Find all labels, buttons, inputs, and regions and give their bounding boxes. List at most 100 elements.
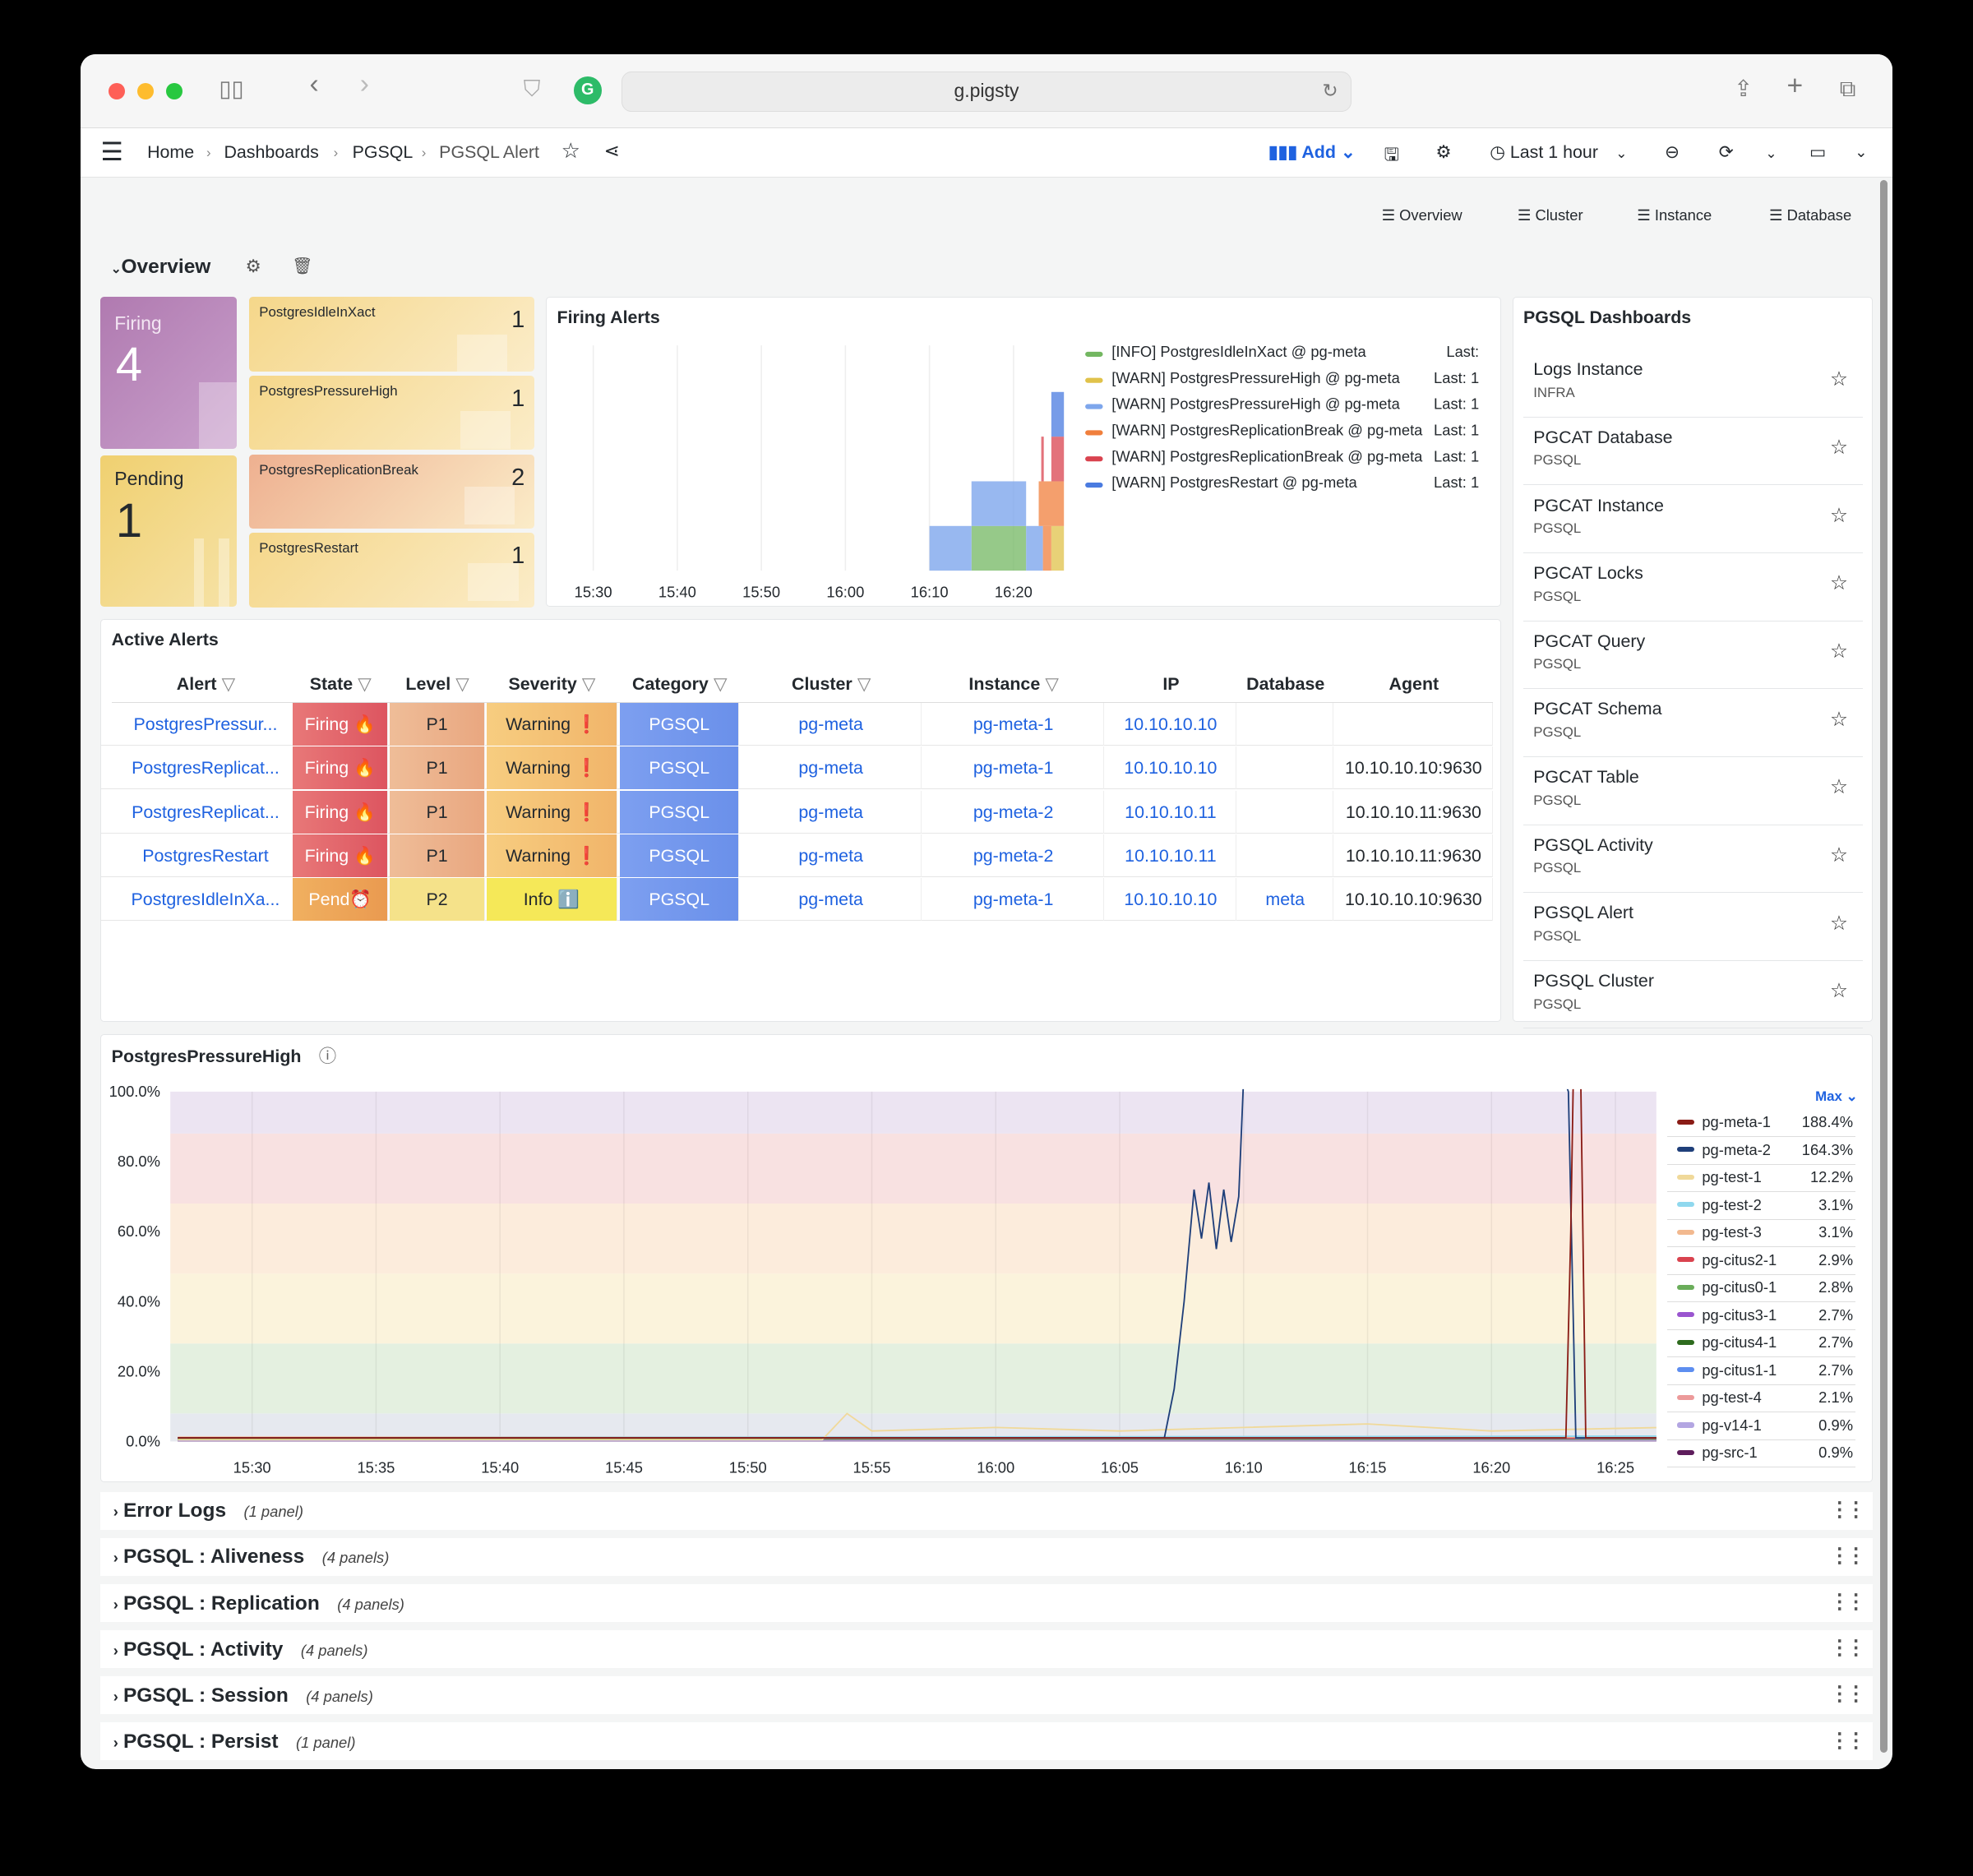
dashboard-list-item[interactable]: PGCAT Database PGSQL ☆ (1523, 418, 1864, 486)
cell-instance[interactable]: pg-meta-2 (923, 790, 1105, 834)
cell-ip[interactable]: 10.10.10.11 (1106, 790, 1237, 834)
legend-item[interactable]: pg-meta-2 164.3% (1666, 1137, 1856, 1165)
filter-icon[interactable]: ▽ (713, 673, 728, 694)
filter-icon[interactable]: ▽ (221, 673, 236, 694)
refresh-icon[interactable]: ⟳ (1718, 141, 1734, 162)
add-button[interactable]: ▮▮▮ Add ⌄ (1268, 141, 1356, 162)
legend-item[interactable]: pg-meta-1 188.4% (1666, 1109, 1856, 1138)
scrollbar[interactable] (1879, 179, 1888, 1754)
legend-label[interactable]: [WARN] PostgresReplicationBreak @ pg-met… (1112, 422, 1424, 439)
drag-handle-icon[interactable]: ⋮⋮ (1829, 1729, 1866, 1752)
table-row[interactable]: PostgresIdleInXa... Pend⏰ P2 Info ℹ️ PGSQL pg… (101, 878, 1494, 922)
cell-cluster[interactable]: pg-meta (741, 834, 922, 877)
row-settings-icon[interactable]: ⚙ (245, 256, 261, 277)
sidebar-icon[interactable]: ▯▯ (219, 75, 244, 101)
column-header-state[interactable]: State ▽ (293, 674, 388, 695)
breadcrumb-pgsql[interactable]: PGSQL (352, 141, 414, 162)
share-icon[interactable]: ⋖ (603, 139, 620, 161)
cell-database[interactable] (1238, 703, 1333, 746)
close-button[interactable] (108, 83, 125, 99)
cell-alert[interactable]: PostgresRestart (112, 834, 301, 877)
filter-icon[interactable]: ▽ (581, 673, 596, 694)
dashboard-list-item[interactable]: PGSQL Cluster PGSQL ☆ (1523, 961, 1864, 1029)
column-header-alert[interactable]: Alert ▽ (112, 674, 301, 695)
column-header-category[interactable]: Category ▽ (620, 674, 739, 695)
dashboard-link-cluster[interactable]: ☰ Cluster (1517, 206, 1583, 224)
save-icon[interactable]: 🖫 (1384, 144, 1399, 164)
info-icon[interactable]: ⓘ (318, 1047, 337, 1067)
filter-icon[interactable]: ▽ (1045, 673, 1059, 694)
star-icon[interactable]: ☆ (1829, 980, 1848, 1003)
dashboard-link-instance[interactable]: ☰ Instance (1637, 206, 1712, 224)
star-icon[interactable]: ☆ (1829, 368, 1848, 391)
dashboard-link-overview[interactable]: ☰ Overview (1381, 206, 1462, 224)
column-header-cluster[interactable]: Cluster ▽ (741, 674, 922, 695)
collapsed-row[interactable]: › PGSQL : Aliveness (4 panels) ⋮⋮ (100, 1538, 1873, 1577)
legend-item[interactable]: pg-citus1-1 2.7% (1666, 1357, 1856, 1385)
cell-instance[interactable]: pg-meta-1 (923, 746, 1105, 790)
cell-cluster[interactable]: pg-meta (741, 746, 922, 790)
column-header-instance[interactable]: Instance ▽ (923, 674, 1104, 695)
alert-list-item[interactable]: PostgresIdleInXact 1 (249, 297, 535, 372)
collapsed-row[interactable]: › PGSQL : Replication (4 panels) ⋮⋮ (100, 1584, 1873, 1623)
column-header-database[interactable]: Database (1238, 674, 1333, 695)
cell-instance[interactable]: pg-meta-2 (923, 834, 1105, 877)
cell-database[interactable] (1238, 834, 1333, 877)
cell-alert[interactable]: PostgresPressur... (112, 703, 301, 746)
time-picker[interactable]: ◷ Last 1 hour ⌄ (1490, 141, 1628, 162)
cell-database[interactable]: meta (1238, 878, 1333, 922)
tv-mode-icon[interactable]: ▭ (1809, 141, 1827, 162)
dashboard-list-item[interactable]: PGCAT Locks PGSQL ☆ (1523, 553, 1864, 621)
cell-ip[interactable]: 10.10.10.10 (1106, 878, 1237, 922)
drag-handle-icon[interactable]: ⋮⋮ (1829, 1545, 1866, 1568)
row-delete-icon[interactable]: 🗑 (292, 257, 313, 276)
minimize-button[interactable] (136, 83, 154, 99)
cell-database[interactable] (1238, 790, 1333, 834)
dashboard-list-item[interactable]: PGSQL Activity PGSQL ☆ (1523, 825, 1864, 894)
back-icon[interactable]: ‹ (309, 69, 319, 100)
legend-label[interactable]: [WARN] PostgresPressureHigh @ pg-meta (1112, 369, 1401, 386)
star-icon[interactable]: ☆ (1829, 504, 1848, 527)
dashboard-list-item[interactable]: PGSQL Alert PGSQL ☆ (1523, 893, 1864, 961)
drag-handle-icon[interactable]: ⋮⋮ (1829, 1499, 1866, 1522)
overview-row-toggle[interactable]: ⌄Overview (110, 255, 211, 278)
alert-list-item[interactable]: PostgresPressureHigh 1 (249, 375, 535, 451)
dashboard-list-item[interactable]: PGCAT Query PGSQL ☆ (1523, 621, 1864, 690)
star-icon[interactable]: ☆ (1829, 640, 1848, 663)
dashboard-list-item[interactable]: Logs Instance INFRA ☆ (1523, 349, 1864, 418)
dashboard-list-item[interactable]: PGCAT Instance PGSQL ☆ (1523, 485, 1864, 553)
legend-item[interactable]: pg-citus2-1 2.9% (1666, 1247, 1856, 1275)
drag-handle-icon[interactable]: ⋮⋮ (1829, 1591, 1866, 1614)
filter-icon[interactable]: ▽ (455, 673, 469, 694)
collapsed-row[interactable]: › PGSQL : Persist (1 panel) ⋮⋮ (100, 1722, 1873, 1761)
collapsed-row[interactable]: › PGSQL : Session (4 panels) ⋮⋮ (100, 1676, 1873, 1715)
address-bar[interactable]: g.pigsty ↻ (621, 72, 1352, 113)
legend-item[interactable]: pg-test-1 12.2% (1666, 1164, 1856, 1193)
cell-instance[interactable]: pg-meta-1 (923, 703, 1105, 746)
cell-instance[interactable]: pg-meta-1 (923, 878, 1105, 922)
column-header-level[interactable]: Level ▽ (390, 674, 485, 695)
new-tab-icon[interactable]: + (1786, 70, 1804, 101)
refresh-interval-chevron-icon[interactable]: ⌄ (1765, 146, 1777, 161)
cell-ip[interactable]: 10.10.10.10 (1106, 703, 1237, 746)
table-row[interactable]: PostgresRestart Firing 🔥 P1 Warning ❗ PGSQL p… (101, 834, 1494, 877)
legend-sort-max[interactable]: Max ⌄ (1815, 1088, 1858, 1105)
drag-handle-icon[interactable]: ⋮⋮ (1829, 1683, 1866, 1706)
star-icon[interactable]: ☆ (1829, 708, 1848, 731)
grammarly-icon[interactable]: G (573, 76, 602, 105)
star-icon[interactable]: ☆ (1829, 437, 1848, 460)
column-header-agent[interactable]: Agent (1334, 674, 1493, 695)
drag-handle-icon[interactable]: ⋮⋮ (1829, 1637, 1866, 1660)
menu-icon[interactable]: ☰ (100, 138, 123, 167)
zoom-button[interactable] (166, 83, 183, 99)
legend-label[interactable]: [INFO] PostgresIdleInXact @ pg-meta (1112, 343, 1367, 360)
cell-cluster[interactable]: pg-meta (741, 703, 922, 746)
breadcrumb-home[interactable]: Home (147, 141, 195, 162)
filter-icon[interactable]: ▽ (358, 673, 372, 694)
shield-icon[interactable]: ⛉ (523, 75, 541, 101)
star-icon[interactable]: ☆ (1829, 843, 1848, 866)
legend-label[interactable]: [WARN] PostgresRestart @ pg-meta (1112, 474, 1358, 491)
table-row[interactable]: PostgresPressur... Firing 🔥 P1 Warning ❗ PGS… (101, 703, 1494, 746)
dashboard-list-item[interactable]: PGCAT Schema PGSQL ☆ (1523, 689, 1864, 757)
legend-label[interactable]: [WARN] PostgresReplicationBreak @ pg-met… (1112, 448, 1424, 465)
